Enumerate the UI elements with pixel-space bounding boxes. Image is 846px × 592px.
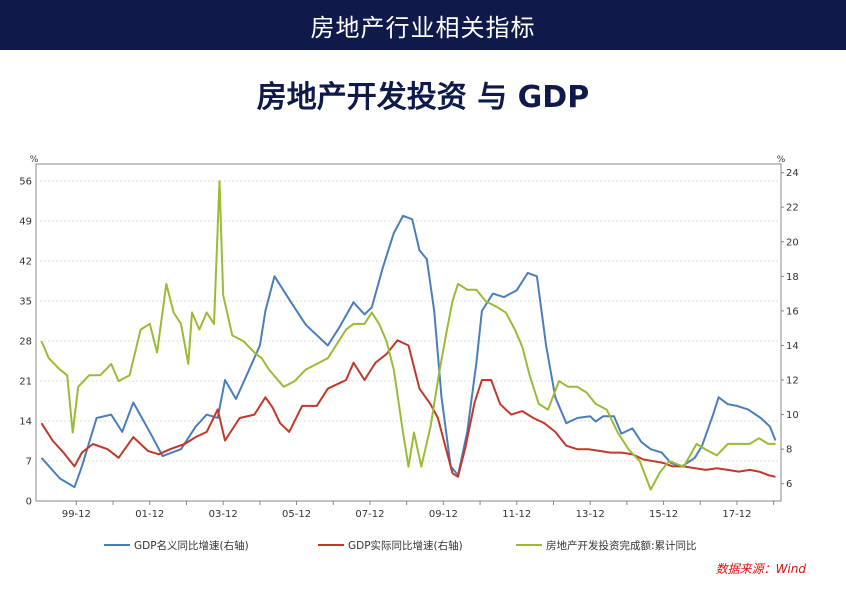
right-tick-label: 16 [786, 306, 799, 317]
right-tick-label: 6 [786, 479, 792, 490]
legend-label-1: GDP名义同比增速(右轴) [134, 539, 249, 552]
right-tick-label: 8 [786, 445, 792, 456]
x-tick-label: 13-12 [576, 509, 605, 520]
left-tick-label: 35 [19, 297, 32, 308]
right-tick-label: 24 [786, 168, 799, 179]
legend: GDP名义同比增速(右轴) GDP实际同比增速(右轴) 房地产开发投资完成额:累计同… [104, 539, 697, 552]
left-tick-label: 42 [19, 257, 32, 268]
right-axis-unit: % [777, 155, 786, 165]
series-line-2 [40, 339, 776, 478]
x-tick-label: 99-12 [62, 509, 91, 520]
line-chart: 0 7 14 21 28 35 42 49 56% 6 8 10 12 14 16 18 20 22 24% 99… [19, 155, 799, 552]
left-tick-label: 56 [19, 177, 32, 188]
x-tick-label: 15-12 [649, 509, 678, 520]
source-note: 数据来源：Wind [715, 562, 806, 576]
right-tick-label: 12 [786, 376, 799, 387]
left-tick-label: 49 [19, 217, 32, 228]
header-bar: 房地产行业相关指标 [0, 0, 846, 50]
right-tick-label: 10 [786, 410, 799, 421]
page-title: 房地产开发投资 与 GDP [256, 80, 590, 115]
x-tick-label: 11-12 [502, 509, 531, 520]
left-tick-label: 21 [19, 377, 32, 388]
left-tick-label: 14 [19, 417, 32, 428]
left-tick-label: 7 [26, 457, 32, 468]
left-axis: 0 7 14 21 28 35 42 49 56% [19, 155, 38, 508]
right-axis: 6 8 10 12 14 16 18 20 22 24% [777, 155, 799, 490]
series-line-3 [40, 180, 776, 491]
series-lines [40, 180, 777, 491]
legend-label-3: 房地产开发投资完成额:累计同比 [546, 539, 697, 552]
series-line-1 [40, 214, 777, 489]
x-tick-label: 09-12 [429, 509, 458, 520]
x-tick-label: 01-12 [135, 509, 164, 520]
left-tick-label: 0 [26, 497, 32, 508]
left-axis-unit: % [30, 155, 39, 165]
right-tick-label: 22 [786, 203, 799, 214]
left-tick-label: 28 [19, 337, 32, 348]
right-tick-label: 18 [786, 272, 799, 283]
header-title: 房地产行业相关指标 [310, 13, 536, 42]
x-tick-label: 17-12 [722, 509, 751, 520]
right-tick-label: 14 [786, 341, 799, 352]
x-tick-label: 05-12 [282, 509, 311, 520]
right-tick-label: 20 [786, 237, 799, 248]
x-tick-label: 07-12 [355, 509, 384, 520]
x-axis: 99-12 01-12 03-12 05-12 07-12 09-12 11-12 13-12… [62, 501, 775, 520]
x-tick-label: 03-12 [209, 509, 238, 520]
legend-label-2: GDP实际同比增速(右轴) [348, 539, 463, 552]
